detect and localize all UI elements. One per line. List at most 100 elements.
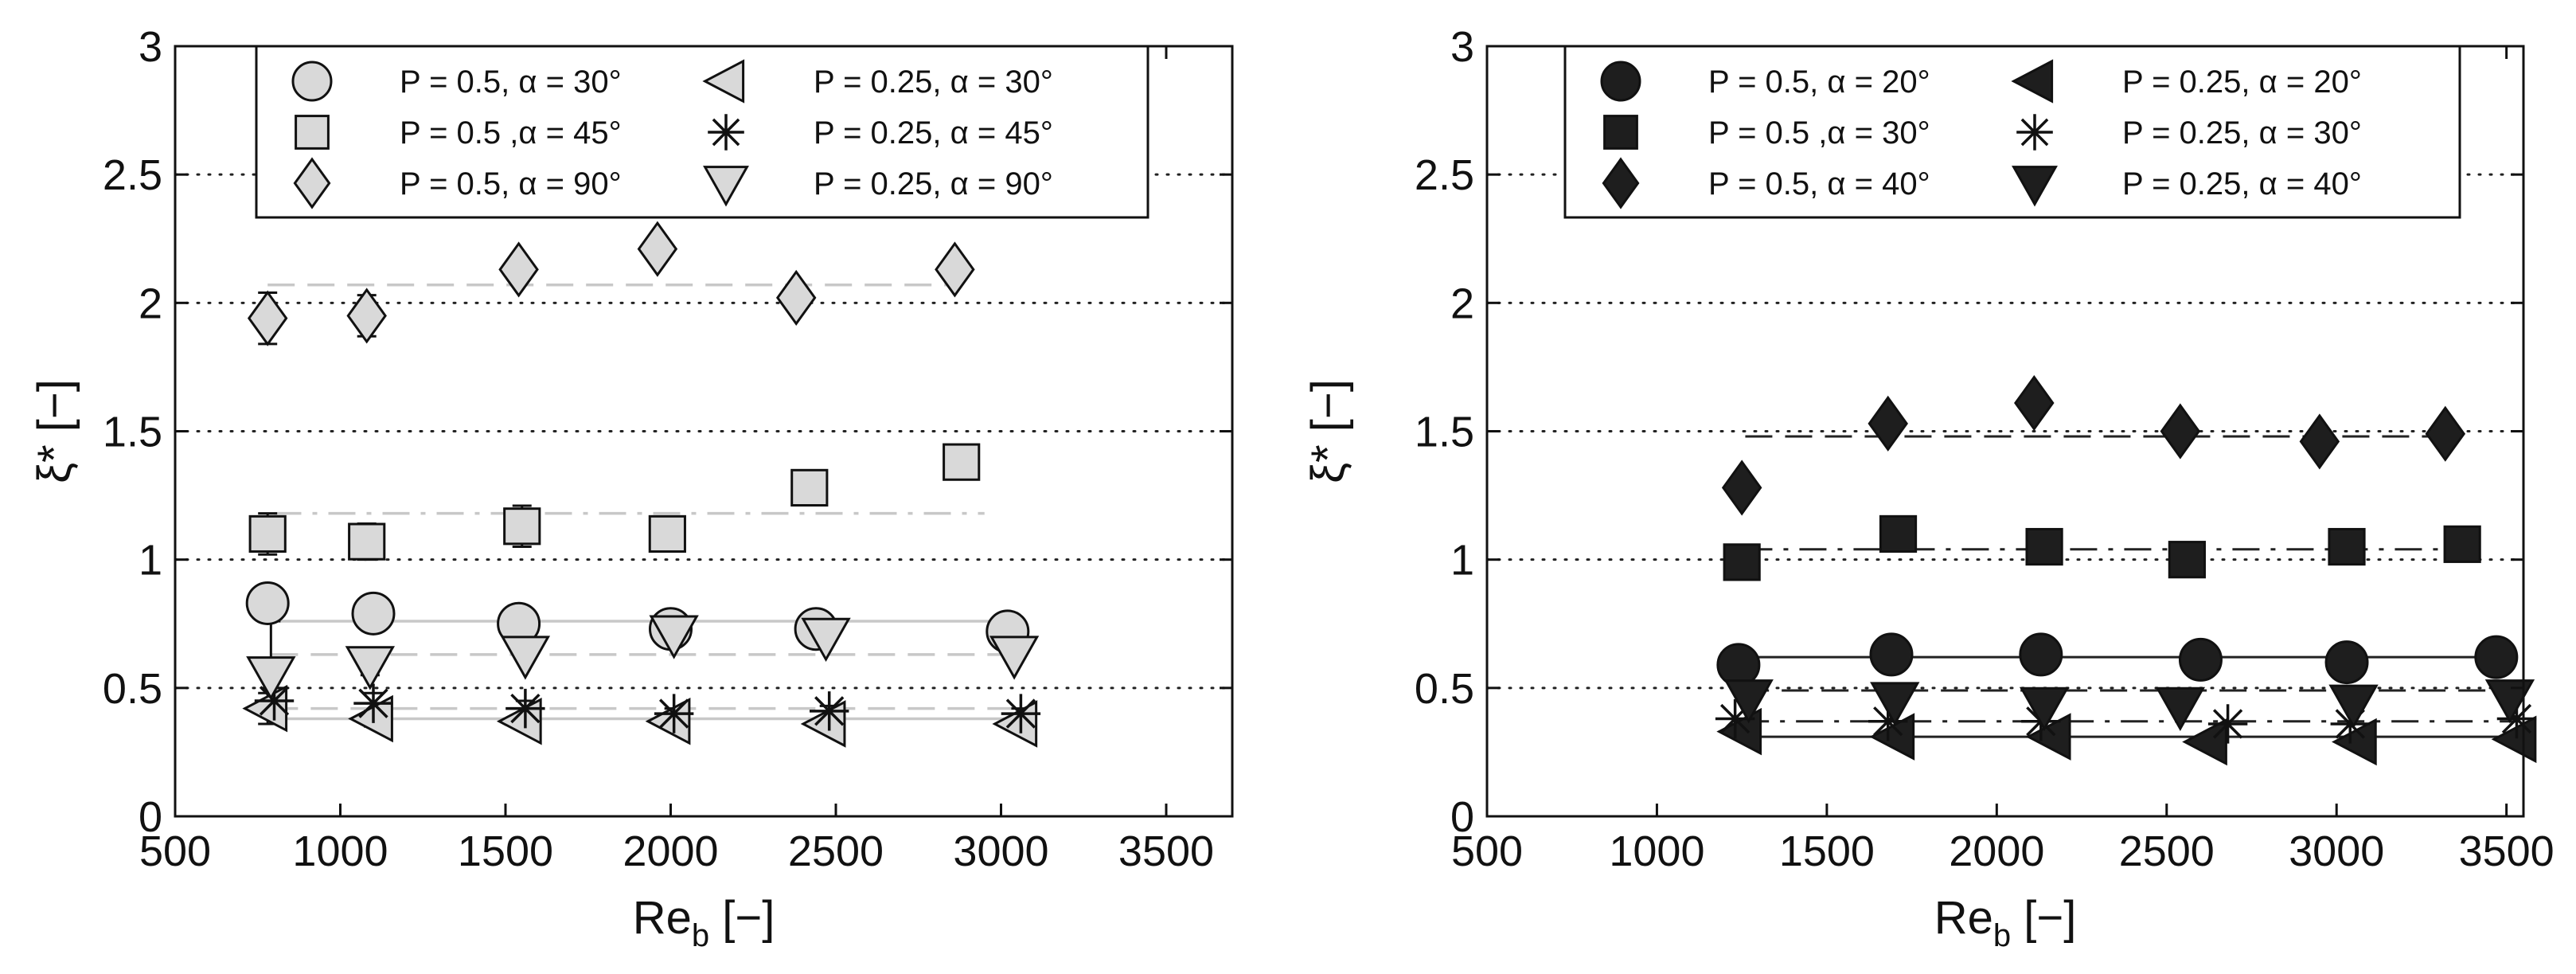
y-tick-label: 0 — [1450, 793, 1474, 841]
legend-label: P = 0.5, α = 20° — [1708, 65, 1930, 100]
data-point — [1879, 514, 1918, 553]
data-point — [500, 636, 551, 680]
x-tick-label: 3500 — [1118, 827, 1214, 875]
data-point — [503, 507, 541, 546]
legend-marker — [708, 114, 744, 151]
x-tick-label: 500 — [139, 827, 211, 875]
legend-marker — [1603, 115, 1638, 150]
data-point — [2025, 713, 2071, 761]
data-point — [2331, 718, 2377, 766]
data-point — [2025, 527, 2063, 566]
data-point — [943, 443, 981, 481]
legend: P = 0.5, α = 20° P = 0.5 ,α = 30° P = 0.5,… — [1563, 45, 2461, 219]
data-point — [2443, 525, 2481, 563]
x-tick-label: 1500 — [1779, 827, 1875, 875]
data-point — [649, 615, 699, 659]
data-point — [2496, 698, 2537, 739]
data-point — [248, 514, 287, 553]
data-point — [2324, 640, 2369, 685]
data-point — [2328, 527, 2366, 566]
y-axis-label: ξ* [−] — [1302, 379, 1354, 483]
data-point — [2207, 704, 2248, 744]
data-point — [1870, 682, 1920, 726]
y-tick-label: 1 — [139, 537, 162, 585]
y-tick-label: 2 — [1450, 280, 1474, 327]
legend-label: P = 0.5, α = 90° — [400, 166, 622, 201]
data-point — [648, 514, 686, 553]
data-point — [348, 694, 393, 743]
y-tick-label: 1 — [1450, 537, 1474, 585]
data-point — [254, 681, 295, 721]
x-tick-label: 2000 — [623, 827, 718, 875]
data-point — [801, 617, 851, 663]
y-tick-label: 2.5 — [1415, 151, 1474, 199]
chart-panel-right: 500 1000 1500 2000 2500 3000 3500 0 0.5 1 1.5 2 2.5 3… — [1302, 23, 2555, 953]
legend-marker — [703, 166, 749, 207]
data-point — [2019, 632, 2063, 677]
data-point — [351, 591, 396, 636]
data-point — [346, 288, 387, 344]
data-point — [1721, 460, 1762, 516]
data-point — [1868, 395, 1908, 452]
data-point — [1868, 702, 1908, 741]
data-point — [2299, 413, 2340, 470]
data-point — [247, 290, 288, 346]
y-tick-label: 2.5 — [103, 151, 162, 199]
legend-box — [255, 45, 1149, 219]
x-tick-label: 1000 — [1609, 827, 1704, 875]
legend-marker — [1602, 157, 1640, 209]
y-tick-label: 0.5 — [103, 665, 162, 713]
data-point — [2484, 679, 2535, 724]
data-point — [2168, 541, 2206, 579]
legend-box — [1563, 45, 2461, 219]
data-point — [775, 269, 817, 326]
y-tick-label: 2 — [139, 280, 162, 327]
data-point — [2425, 405, 2466, 462]
legend-marker — [1600, 61, 1641, 102]
data-point — [345, 646, 396, 690]
legend-marker — [295, 115, 330, 150]
data-point — [810, 691, 849, 731]
legend-label: P = 0.5 ,α = 30° — [1708, 115, 1930, 151]
legend-marker — [2011, 59, 2054, 104]
data-point — [2328, 684, 2379, 729]
data-point — [2014, 374, 2055, 432]
y-tick-label: 3 — [1450, 23, 1474, 71]
data-point — [637, 221, 678, 277]
x-axis-label: Reb [−] — [1934, 892, 2077, 953]
legend-marker — [2016, 114, 2053, 151]
data-point — [1715, 698, 1755, 739]
x-axis-label: Reb [−] — [633, 892, 775, 953]
data-point — [1723, 543, 1761, 581]
data-point — [2474, 635, 2519, 679]
legend-label: P = 0.25, α = 45° — [814, 115, 1053, 151]
data-point — [2019, 686, 2070, 732]
data-point — [1869, 632, 1914, 677]
y-tick-label: 0 — [139, 793, 162, 841]
legend-label: P = 0.25, α = 30° — [814, 65, 1053, 100]
data-point — [2160, 403, 2201, 460]
x-tick-label: 1000 — [292, 827, 388, 875]
data-point — [245, 581, 290, 625]
x-tick-label: 2500 — [788, 827, 884, 875]
x-tick-label: 2000 — [1949, 827, 2044, 875]
legend-marker — [2012, 166, 2058, 207]
y-tick-label: 1.5 — [1415, 409, 1474, 456]
data-point — [246, 656, 296, 701]
x-tick-label: 3000 — [953, 827, 1048, 875]
data-point — [989, 636, 1040, 680]
y-tick-label: 0.5 — [1415, 665, 1474, 713]
data-point — [505, 688, 545, 729]
legend-label: P = 0.25, α = 20° — [2122, 65, 2362, 100]
x-tick-label: 3500 — [2459, 827, 2555, 875]
legend-label: P = 0.25, α = 90° — [814, 166, 1053, 201]
legend-label: P = 0.25, α = 40° — [2122, 166, 2362, 201]
legend-label: P = 0.5, α = 40° — [1708, 166, 1930, 201]
legend-label: P = 0.25, α = 30° — [2122, 115, 2362, 151]
y-tick-label: 3 — [139, 23, 162, 71]
legend-marker — [702, 59, 745, 104]
data-point — [496, 697, 542, 745]
x-tick-label: 500 — [1451, 827, 1523, 875]
data-point — [790, 468, 829, 507]
data-point — [800, 700, 846, 748]
